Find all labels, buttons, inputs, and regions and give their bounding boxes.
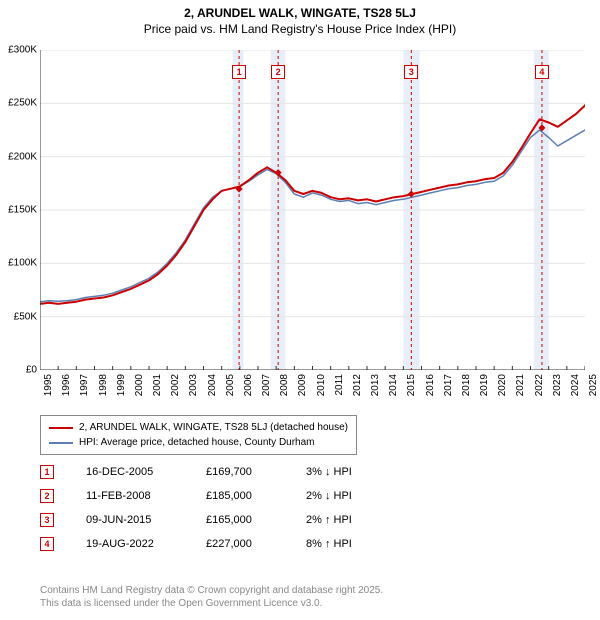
line-chart-svg <box>40 50 585 370</box>
x-axis-tick-label: 2019 <box>479 374 490 396</box>
y-axis-tick-label: £300K <box>8 45 40 56</box>
event-flag-icon: 1 <box>40 465 54 479</box>
event-price: £227,000 <box>206 538 306 550</box>
x-axis-tick-label: 1995 <box>43 374 54 396</box>
event-flag-marker: 3 <box>404 65 418 79</box>
event-flag-icon: 4 <box>40 537 54 551</box>
x-axis-tick-label: 2000 <box>134 374 145 396</box>
y-axis-tick-label: £150K <box>8 205 40 216</box>
x-axis-tick-label: 2005 <box>225 374 236 396</box>
event-date: 16-DEC-2005 <box>54 466 206 478</box>
x-axis-tick-label: 1996 <box>61 374 72 396</box>
chart-plot-area: £0£50K£100K£150K£200K£250K£300K 19951996… <box>40 50 585 370</box>
event-price: £165,000 <box>206 514 306 526</box>
event-price: £169,700 <box>206 466 306 478</box>
event-row: 309-JUN-2015£165,0002% ↑ HPI <box>40 508 386 532</box>
legend-swatch <box>49 442 73 444</box>
x-axis-tick-label: 2011 <box>334 374 345 396</box>
sale-events-table: 116-DEC-2005£169,7003% ↓ HPI211-FEB-2008… <box>40 460 386 556</box>
x-axis-tick-label: 2008 <box>279 374 290 396</box>
legend-swatch <box>49 427 73 429</box>
x-axis-tick-label: 2015 <box>406 374 417 396</box>
x-axis-tick-label: 2013 <box>370 374 381 396</box>
legend-label: 2, ARUNDEL WALK, WINGATE, TS28 5LJ (deta… <box>79 420 348 435</box>
x-axis-tick-label: 2024 <box>570 374 581 396</box>
data-attribution-footnote: Contains HM Land Registry data © Crown c… <box>40 584 383 610</box>
event-price: £185,000 <box>206 490 306 502</box>
event-delta: 8% ↑ HPI <box>306 538 386 550</box>
x-axis-tick-label: 2018 <box>461 374 472 396</box>
chart-container: { "title_line1": "2, ARUNDEL WALK, WINGA… <box>0 0 600 620</box>
x-axis-tick-label: 2010 <box>316 374 327 396</box>
x-axis-tick-label: 2025 <box>588 374 599 396</box>
event-delta: 2% ↓ HPI <box>306 490 386 502</box>
chart-title-line1: 2, ARUNDEL WALK, WINGATE, TS28 5LJ <box>0 0 600 22</box>
x-axis-tick-label: 2003 <box>188 374 199 396</box>
x-axis-tick-label: 2021 <box>515 374 526 396</box>
chart-legend: 2, ARUNDEL WALK, WINGATE, TS28 5LJ (deta… <box>40 415 357 455</box>
x-axis-tick-label: 2004 <box>207 374 218 396</box>
x-axis-tick-label: 2017 <box>443 374 454 396</box>
x-axis-tick-label: 1998 <box>98 374 109 396</box>
legend-label: HPI: Average price, detached house, Coun… <box>79 435 315 450</box>
y-axis-tick-label: £200K <box>8 151 40 162</box>
x-axis-tick-label: 2016 <box>425 374 436 396</box>
x-axis-tick-label: 2009 <box>297 374 308 396</box>
legend-row: HPI: Average price, detached house, Coun… <box>49 435 348 450</box>
event-flag-marker: 1 <box>232 65 246 79</box>
footnote-line2: This data is licensed under the Open Gov… <box>40 597 383 610</box>
y-axis-tick-label: £100K <box>8 258 40 269</box>
x-axis-tick-label: 2006 <box>243 374 254 396</box>
y-axis-tick-label: £0 <box>26 365 40 376</box>
event-flag-marker: 2 <box>271 65 285 79</box>
x-axis-tick-label: 2007 <box>261 374 272 396</box>
event-flag-icon: 2 <box>40 489 54 503</box>
event-row: 116-DEC-2005£169,7003% ↓ HPI <box>40 460 386 484</box>
x-axis-tick-label: 2012 <box>352 374 363 396</box>
x-axis-tick-label: 2022 <box>534 374 545 396</box>
event-delta: 3% ↓ HPI <box>306 466 386 478</box>
event-date: 09-JUN-2015 <box>54 514 206 526</box>
event-delta: 2% ↑ HPI <box>306 514 386 526</box>
x-axis-tick-label: 2020 <box>497 374 508 396</box>
x-axis-tick-label: 2001 <box>152 374 163 396</box>
event-row: 211-FEB-2008£185,0002% ↓ HPI <box>40 484 386 508</box>
x-axis-tick-label: 2023 <box>552 374 563 396</box>
y-axis-tick-label: £50K <box>14 311 40 322</box>
x-axis-tick-label: 2014 <box>388 374 399 396</box>
y-axis-tick-label: £250K <box>8 98 40 109</box>
event-flag-icon: 3 <box>40 513 54 527</box>
footnote-line1: Contains HM Land Registry data © Crown c… <box>40 584 383 597</box>
event-flag-marker: 4 <box>535 65 549 79</box>
event-date: 19-AUG-2022 <box>54 538 206 550</box>
x-axis-tick-label: 2002 <box>170 374 181 396</box>
event-date: 11-FEB-2008 <box>54 490 206 502</box>
event-row: 419-AUG-2022£227,0008% ↑ HPI <box>40 532 386 556</box>
chart-title-line2: Price paid vs. HM Land Registry's House … <box>0 22 600 38</box>
legend-row: 2, ARUNDEL WALK, WINGATE, TS28 5LJ (deta… <box>49 420 348 435</box>
x-axis-tick-label: 1997 <box>79 374 90 396</box>
x-axis-tick-label: 1999 <box>116 374 127 396</box>
